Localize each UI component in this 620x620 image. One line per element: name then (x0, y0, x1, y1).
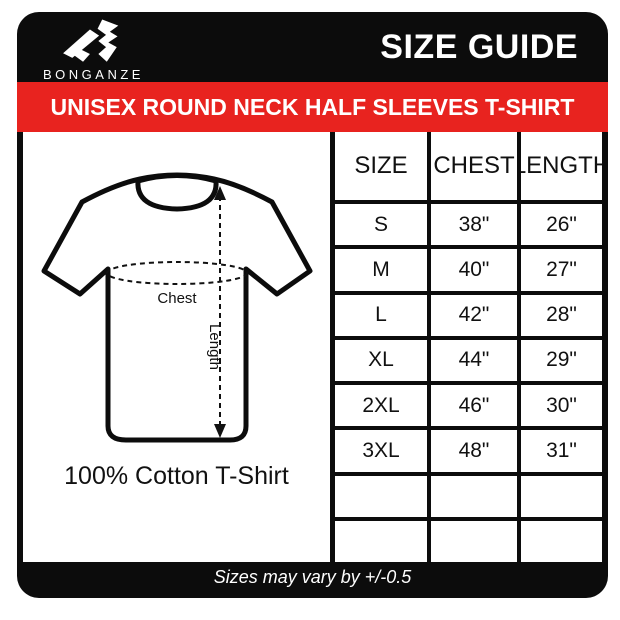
table-cell-size: M (335, 249, 427, 291)
content-area: Chest Length 100% Cotton T-Shirt SIZE CH… (23, 132, 602, 562)
table-cell-size: L (335, 294, 427, 336)
table-cell-size: S (335, 204, 427, 246)
table-cell-length: 27" (521, 249, 602, 291)
footer: Sizes may vary by +/-0.5 (17, 562, 608, 598)
tshirt-diagram-panel: Chest Length 100% Cotton T-Shirt (23, 132, 335, 562)
length-label: Length (206, 324, 223, 370)
tshirt-outline (41, 172, 312, 443)
bonganze-logo-icon (63, 19, 119, 62)
table-cell-size: 3XL (335, 430, 427, 472)
table-cell-size: XL (335, 339, 427, 381)
table-cell-size: 2XL (335, 385, 427, 427)
length-arrow-bottom-icon (213, 424, 226, 438)
product-banner: UNISEX ROUND NECK HALF SLEEVES T-SHIRT (17, 82, 608, 132)
size-table: SIZE CHEST LENGTH S 38" 26" M 40" 27" L … (335, 132, 602, 562)
table-cell-chest: 44" (431, 339, 517, 381)
table-cell-chest (431, 520, 517, 562)
banner-text: UNISEX ROUND NECK HALF SLEEVES T-SHIRT (50, 93, 575, 120)
table-cell-length: 30" (521, 385, 602, 427)
col-header-chest: CHEST (431, 132, 517, 200)
table-cell-chest: 48" (431, 430, 517, 472)
footer-note: Sizes may vary by +/-0.5 (213, 567, 412, 587)
chest-measure-ellipse (105, 261, 248, 285)
brand-name: BONGANZE (43, 66, 144, 82)
table-cell-length (521, 475, 602, 517)
col-header-length: LENGTH (521, 132, 602, 200)
table-cell-length: 28" (521, 294, 602, 336)
page-title: SIZE GUIDE (380, 27, 578, 66)
length-arrow-top-icon (213, 186, 226, 200)
table-cell-chest: 40" (431, 249, 517, 291)
table-cell-length: 26" (521, 204, 602, 246)
table-cell-size (335, 520, 427, 562)
chest-label: Chest (157, 290, 197, 307)
header: BONGANZE SIZE GUIDE (17, 12, 608, 82)
table-cell-length: 29" (521, 339, 602, 381)
table-cell-chest: 38" (431, 204, 517, 246)
tshirt-diagram: Chest Length (41, 172, 312, 443)
table-cell-length: 31" (521, 430, 602, 472)
table-cell-chest (431, 475, 517, 517)
brand-logo: BONGANZE (43, 13, 144, 82)
table-cell-chest: 42" (431, 294, 517, 336)
size-guide-card: BONGANZE SIZE GUIDE UNISEX ROUND NECK HA… (17, 12, 608, 598)
collar (134, 173, 219, 212)
col-header-size: SIZE (335, 132, 427, 200)
cotton-caption: 100% Cotton T-Shirt (64, 462, 289, 490)
table-cell-chest: 46" (431, 385, 517, 427)
table-cell-length (521, 520, 602, 562)
table-cell-size (335, 475, 427, 517)
